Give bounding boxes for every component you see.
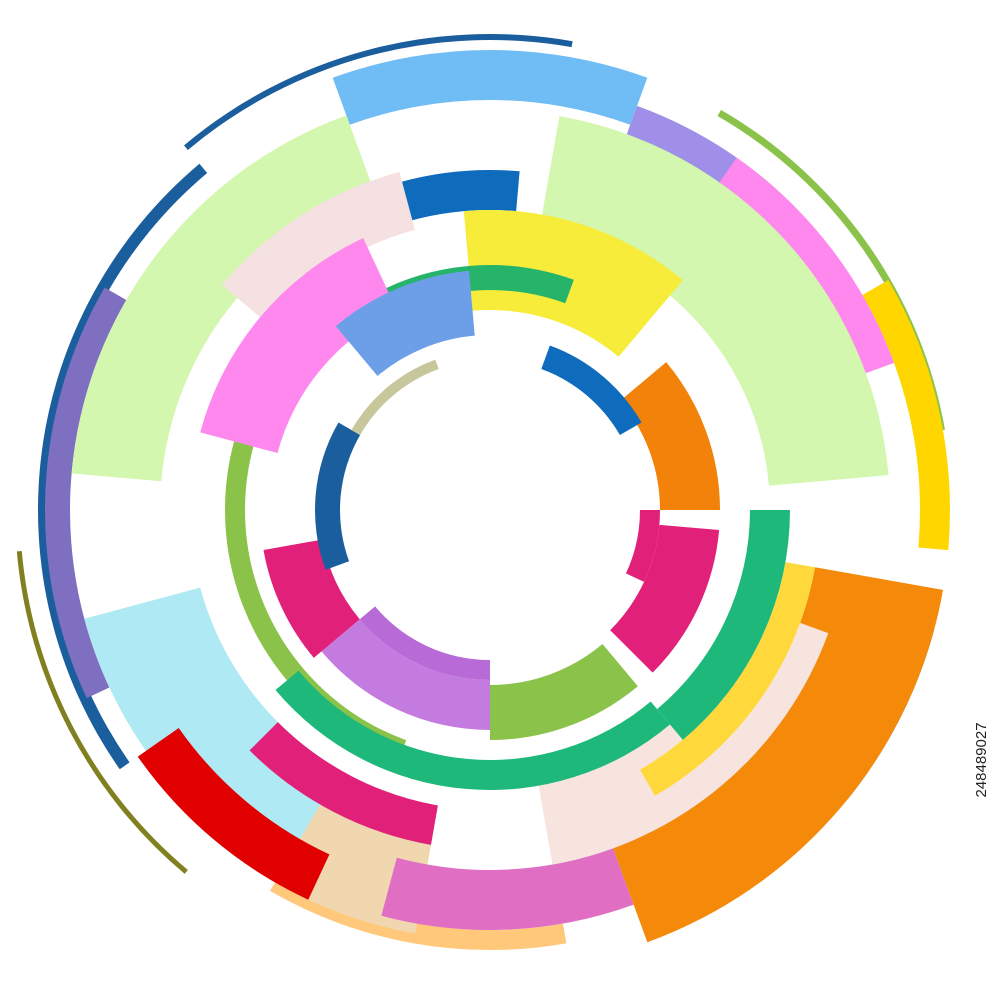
arc-segment (625, 510, 660, 582)
arc-segment (359, 606, 490, 680)
arc-segment (386, 265, 574, 311)
arc-segment (71, 115, 378, 482)
arc-segment (862, 280, 950, 551)
arc-segment (315, 422, 361, 570)
arc-segment (490, 644, 638, 740)
arc-segment (610, 524, 720, 673)
arc-segment (84, 587, 340, 874)
arc-segment (275, 670, 670, 790)
arc-segment (321, 619, 490, 730)
arc-segment (263, 539, 360, 658)
arc-segment (657, 510, 790, 740)
rings (16, 34, 950, 951)
arc-segment (137, 727, 330, 900)
arc-segment (463, 210, 683, 357)
arc-segment (620, 362, 720, 510)
arc-segment (538, 116, 889, 486)
arc-segment (541, 345, 642, 435)
center-disc (342, 362, 638, 658)
arc-segment (200, 238, 398, 454)
arc-segment (332, 49, 648, 125)
arc-segment (640, 562, 815, 796)
arc-segment (351, 359, 439, 435)
arc-segment (402, 170, 520, 221)
stock-id: 248489027 (973, 722, 990, 797)
arc-segment (602, 567, 944, 943)
arc-segment (270, 873, 567, 951)
arc-segment (381, 848, 634, 930)
arc-segment (335, 270, 475, 376)
arc-segment (221, 171, 415, 324)
arc-segment (45, 287, 127, 699)
arc-segment (249, 722, 438, 845)
